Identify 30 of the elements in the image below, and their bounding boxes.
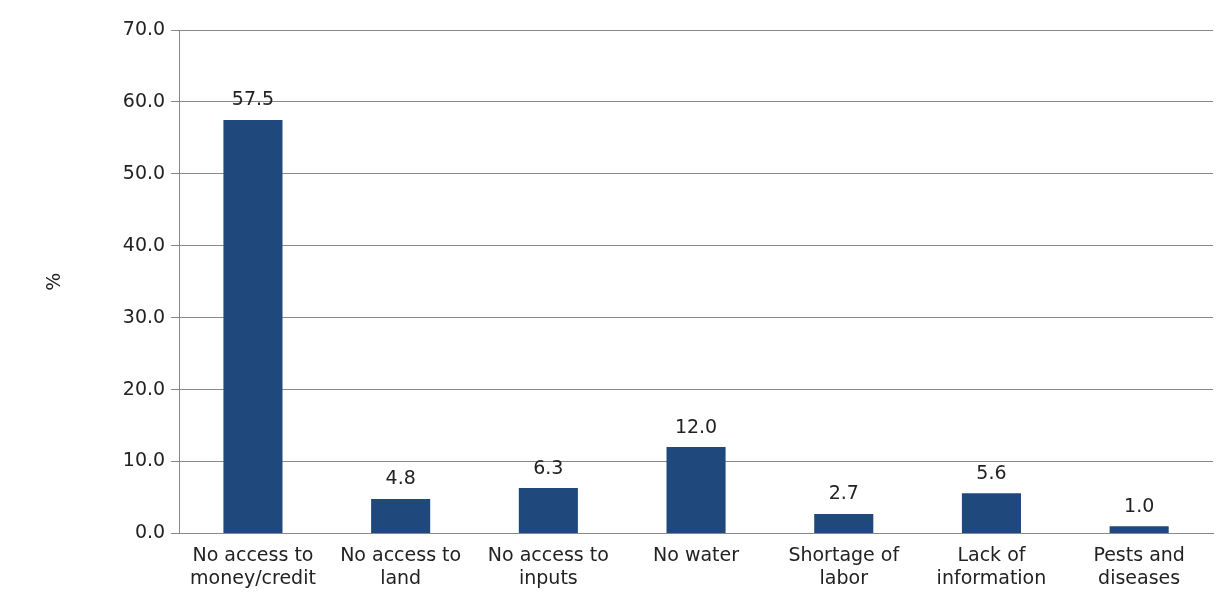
y-axis-title: %	[42, 272, 65, 291]
y-tick-label: 70.0	[122, 16, 166, 39]
bar	[814, 513, 874, 533]
bar	[518, 488, 578, 533]
bar	[1109, 526, 1169, 533]
bar	[961, 493, 1021, 533]
bar	[223, 119, 283, 533]
bar	[666, 447, 726, 533]
y-tick-label: 20.0	[122, 376, 166, 399]
data-label: 2.7	[828, 481, 859, 504]
x-tick-label: Lack of information	[936, 542, 1047, 588]
y-tick-label: 10.0	[122, 448, 166, 471]
x-tick-label: Pests and diseases	[1093, 542, 1185, 588]
bar	[371, 498, 431, 533]
data-label: 12.0	[674, 414, 718, 437]
data-label: 4.8	[385, 466, 416, 489]
y-tick-label: 40.0	[122, 232, 166, 255]
x-tick-label: No access to land	[340, 542, 462, 588]
y-tick-label: 60.0	[122, 88, 166, 111]
y-tick-label: 30.0	[122, 304, 166, 327]
x-tick-label: No access to money/credit	[190, 542, 316, 588]
data-label: 5.6	[976, 460, 1007, 483]
x-tick-label: Shortage of labor	[788, 542, 901, 588]
data-label: 6.3	[533, 455, 564, 478]
y-tick-label: 0.0	[134, 520, 166, 543]
data-label: 1.0	[1124, 493, 1155, 516]
x-tick-label: No water	[653, 542, 740, 565]
y-tick-label: 50.0	[122, 160, 166, 183]
data-label: 57.5	[231, 87, 275, 110]
x-tick-label: No access to inputs	[487, 542, 609, 588]
